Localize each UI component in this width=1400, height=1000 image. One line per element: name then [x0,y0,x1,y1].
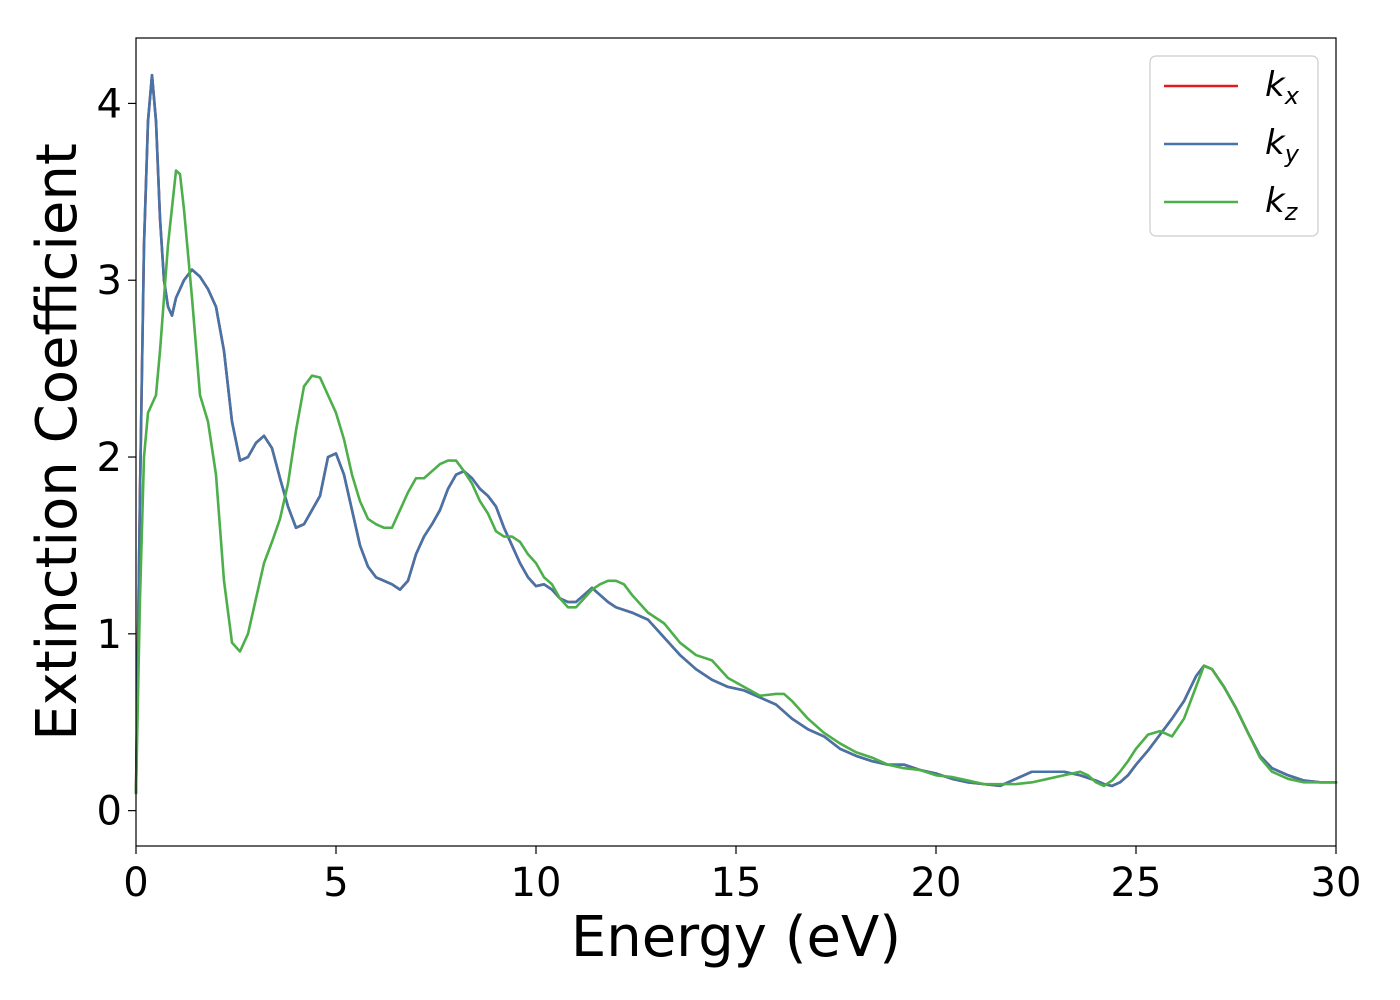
legend-box [1149,55,1319,237]
legend-label-z: kz [1265,181,1299,226]
plot-background [136,38,1336,846]
legend: kx ky kz [1149,55,1319,237]
y-tick-label: 2 [97,435,122,481]
series-lines [134,73,1338,795]
y-tick-label: 0 [97,789,122,835]
legend-label-x: kx [1265,65,1300,110]
x-axis-title: Energy (eV) [571,905,901,970]
y-tick-label: 1 [97,612,122,658]
y-tick-label: 4 [97,81,122,127]
x-tick-label: 15 [711,860,762,906]
y-tick-label: 3 [97,258,122,304]
x-tick-label: 0 [123,860,148,906]
y-axis-ticks: 0 1 2 3 4 [97,81,136,835]
series-line-z [134,169,1338,795]
x-tick-label: 5 [323,860,348,906]
x-tick-label: 25 [1111,860,1162,906]
x-axis-ticks: 0 5 10 15 20 25 30 [123,846,1361,906]
x-tick-label: 10 [511,860,562,906]
legend-label-y: ky [1265,123,1300,168]
y-axis-title: Extinction Coefficient [25,143,90,741]
x-tick-label: 20 [911,860,962,906]
x-tick-label: 30 [1311,860,1362,906]
